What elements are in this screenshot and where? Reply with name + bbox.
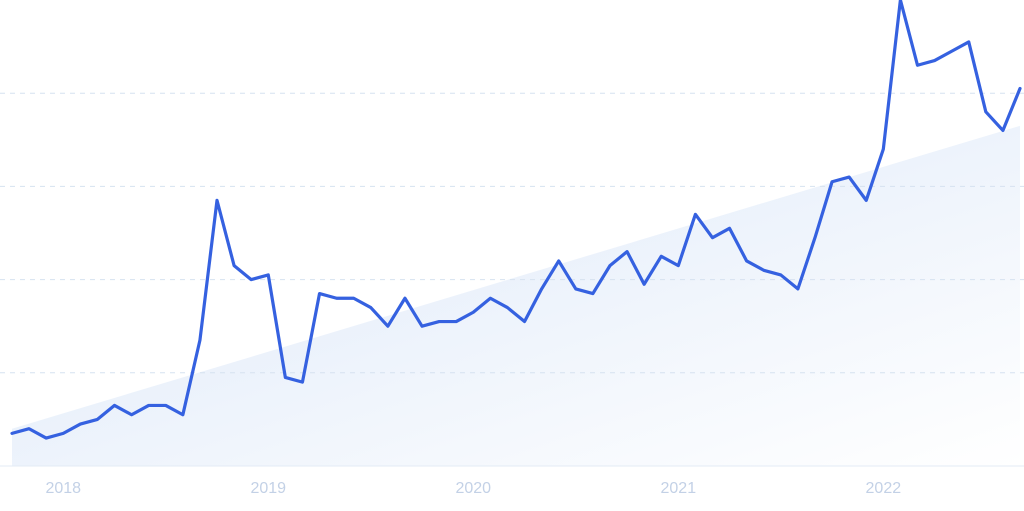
x-tick-label: 2021 — [661, 480, 697, 497]
data-line — [10, 0, 1022, 440]
x-tick-label: 2022 — [866, 480, 902, 497]
x-tick-label: 2019 — [250, 480, 286, 497]
trend-area — [12, 125, 1020, 466]
x-tick-label: 2018 — [45, 480, 81, 497]
x-tick-label: 2020 — [455, 480, 491, 497]
